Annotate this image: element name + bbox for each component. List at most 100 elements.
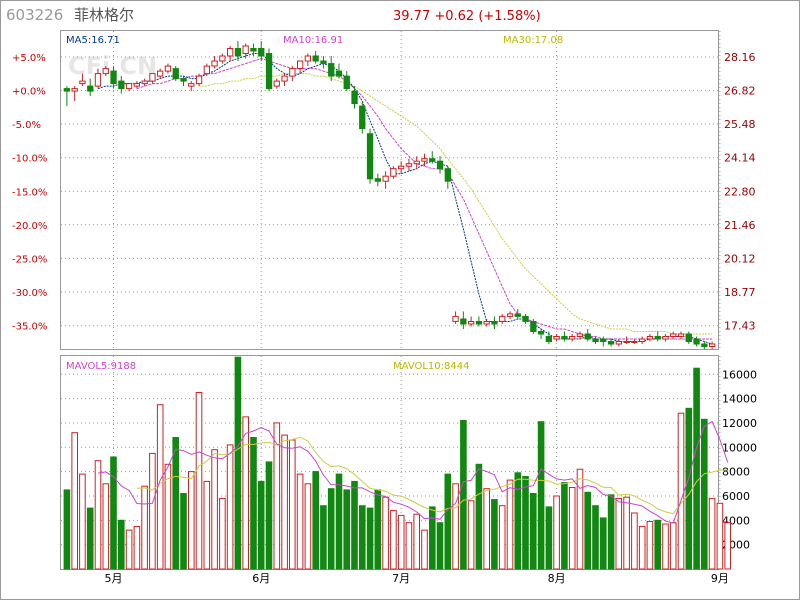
volume-bar <box>522 476 529 570</box>
price-tick-label: 18.77 <box>724 286 756 299</box>
candle-body <box>250 48 257 52</box>
candle-body <box>576 333 584 337</box>
volume-bar <box>397 514 405 570</box>
volume-bar <box>102 483 110 570</box>
candle-body <box>444 168 452 182</box>
candle-body <box>452 315 459 322</box>
candle-body <box>405 163 413 167</box>
candle-body <box>195 75 203 85</box>
volume-bar <box>506 479 514 570</box>
candle-body <box>537 331 545 335</box>
candle-body <box>320 60 327 64</box>
volume-bar <box>514 472 522 570</box>
candle-body <box>328 63 335 77</box>
candle-body <box>584 333 591 340</box>
volume-bar <box>125 529 133 570</box>
volume-bar <box>133 525 141 570</box>
volume-bar <box>545 506 553 570</box>
volume-bar <box>413 513 420 570</box>
x-tick-label: 8月 <box>548 572 566 585</box>
stock-code: 603226 <box>6 6 63 24</box>
volume-bar <box>71 432 79 570</box>
volume-bar <box>600 517 607 570</box>
percent-tick-label: -15.0% <box>12 187 47 198</box>
candle-body <box>71 88 78 92</box>
volume-bar <box>242 416 249 570</box>
volume-bar <box>677 412 685 570</box>
candle-body <box>242 45 249 54</box>
volume-bar <box>631 512 638 570</box>
volume-bar <box>203 480 211 570</box>
volume-bar <box>568 487 576 570</box>
percent-tick-label: +0.0% <box>12 87 46 98</box>
candle-body <box>219 55 226 62</box>
candle-body <box>79 80 86 85</box>
candle-body <box>234 48 242 57</box>
volume-bar <box>685 407 693 570</box>
volume-bar <box>226 444 234 570</box>
price-tick-label: 21.46 <box>724 219 756 232</box>
volume-bar <box>273 422 281 570</box>
candle-body <box>258 48 265 57</box>
volume-bar <box>195 392 203 570</box>
candle-body <box>273 80 280 87</box>
candle-body <box>374 178 382 182</box>
candle-body <box>514 313 521 317</box>
ma10-label: MA10:16.91 <box>283 35 343 46</box>
ma5-label: MA5:16.71 <box>66 35 120 46</box>
candle-body <box>421 158 428 162</box>
volume-bar <box>79 473 86 570</box>
candle-body <box>118 80 125 90</box>
candle-body <box>281 75 288 82</box>
candle-body <box>545 336 553 342</box>
candle-body <box>468 321 475 325</box>
mavol10-line <box>136 436 728 515</box>
volume-bar <box>141 485 148 570</box>
volume-panel-frame <box>60 355 719 570</box>
candle-body <box>157 70 164 77</box>
candle-body <box>600 338 607 342</box>
candle-body <box>607 341 615 345</box>
candle-body <box>172 68 179 80</box>
candle-body <box>188 83 195 87</box>
candle-body <box>553 336 560 340</box>
candle-body <box>677 333 685 337</box>
candle-body <box>133 83 140 87</box>
volume-bar <box>693 367 700 570</box>
volume-bar <box>172 437 179 570</box>
candle-body <box>631 341 638 343</box>
candle-body <box>203 65 210 75</box>
x-tick-label: 7月 <box>392 572 410 585</box>
candle-body <box>483 321 490 325</box>
volume-tick-label: 8000 <box>722 466 750 479</box>
percent-tick-label: +5.0% <box>12 53 46 64</box>
candle-body <box>654 336 661 340</box>
volume-bar <box>296 473 304 570</box>
volume-bar <box>467 500 475 570</box>
volume-bar <box>444 473 452 570</box>
candle-body <box>701 343 708 347</box>
candle-body <box>359 105 366 130</box>
volume-bar <box>576 468 584 570</box>
volume-bar <box>366 507 374 570</box>
volume-bar <box>537 421 545 570</box>
candle-body <box>312 55 319 62</box>
volume-bar <box>701 418 708 570</box>
volume-bar <box>421 529 428 570</box>
ma30-label: MA30:17.08 <box>503 35 563 46</box>
volume-bar <box>110 456 117 570</box>
candle-body <box>149 73 156 82</box>
price-tick-label: 25.48 <box>724 118 756 131</box>
percent-tick-label: -10.0% <box>12 154 47 165</box>
candle-body <box>499 315 506 322</box>
percent-tick-label: -25.0% <box>12 254 47 265</box>
candle-body <box>289 68 296 77</box>
candle-body <box>297 60 304 69</box>
volume-bar <box>149 452 156 570</box>
mavol5-label: MAVOL5:9188 <box>66 361 136 372</box>
volume-bar <box>219 497 226 570</box>
volume-bar <box>708 497 716 570</box>
volume-bar <box>405 522 413 570</box>
ma5-line <box>97 53 713 345</box>
